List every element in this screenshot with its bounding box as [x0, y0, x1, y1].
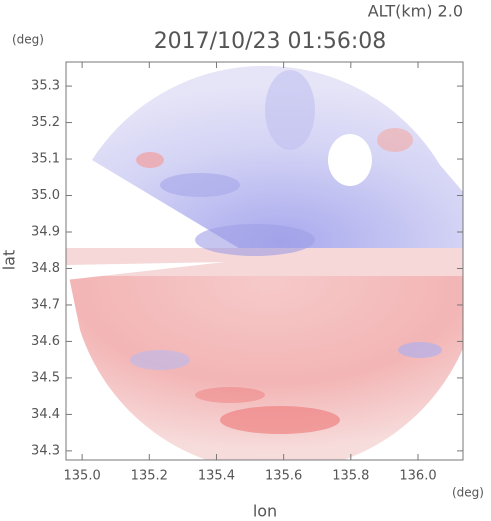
x-tick-label: 135.0 [64, 469, 101, 484]
x-tick-label: 135.6 [265, 469, 302, 484]
x-tick-label: 136.0 [399, 469, 436, 484]
y-tick-label: 34.6 [31, 334, 60, 349]
y-axis-label: lat [0, 250, 19, 271]
y-tick-label: 34.5 [31, 370, 60, 385]
y-tick-label: 35.3 [31, 79, 60, 94]
x-axis-label: lon [253, 502, 277, 521]
plot-frame [65, 61, 464, 461]
y-tick-label: 35.2 [31, 115, 60, 130]
y-tick-label: 34.9 [31, 224, 60, 239]
altitude-label: ALT(km) 2.0 [368, 2, 463, 21]
x-unit: (deg) [452, 486, 484, 500]
y-unit: (deg) [12, 33, 44, 47]
x-tick-label: 135.2 [131, 469, 168, 484]
y-tick-label: 34.8 [31, 261, 60, 276]
y-tick-label: 35.1 [31, 152, 60, 167]
radar-field [66, 65, 463, 460]
y-tick-label: 35.0 [31, 188, 60, 203]
chart-title: 2017/10/23 01:56:08 [154, 29, 387, 54]
y-tick-label: 34.7 [31, 297, 60, 312]
y-tick-label: 34.3 [31, 443, 60, 458]
y-tick-label: 34.4 [31, 407, 60, 422]
x-tick-label: 135.4 [198, 469, 235, 484]
x-tick-label: 135.8 [332, 469, 369, 484]
